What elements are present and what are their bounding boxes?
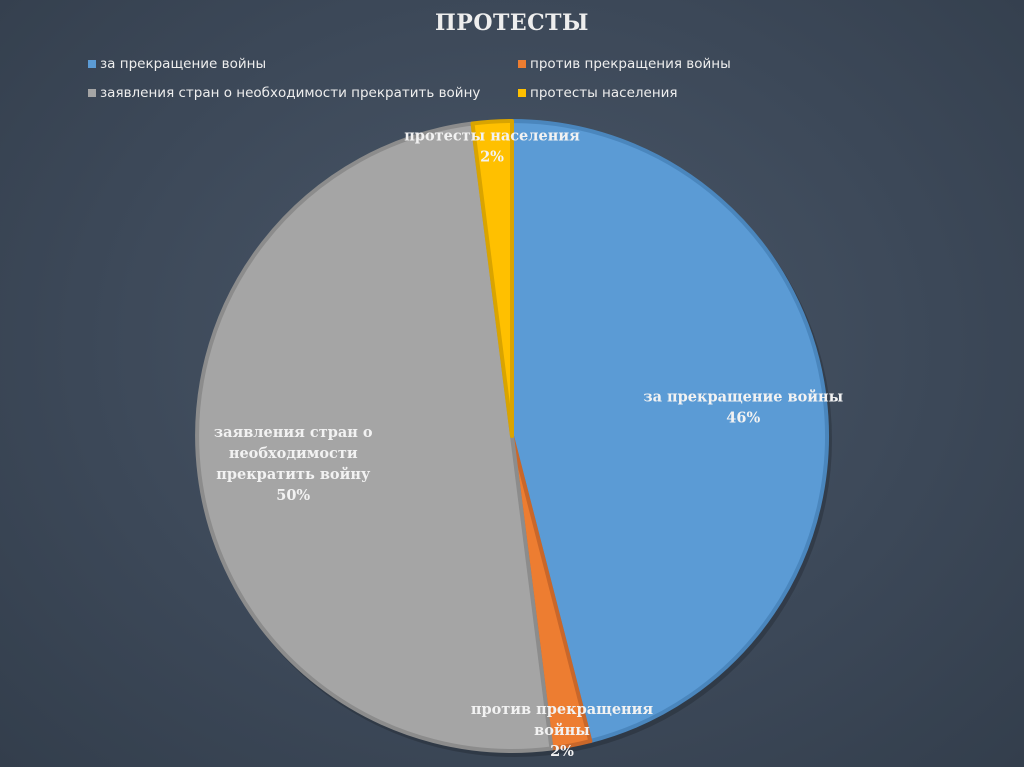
data-label-population-protests: протесты населения 2% <box>404 128 580 166</box>
pie-slice-population-protests <box>470 119 514 438</box>
legend-swatch-population-protests <box>518 89 526 97</box>
legend-item-country-statements: заявления стран о необходимости прекрати… <box>88 85 480 101</box>
legend-label-country-statements: заявления стран о необходимости прекрати… <box>100 85 481 101</box>
pie-slice-ceasefire <box>510 119 829 744</box>
slice-label-country-statements: заявления стран о <box>214 424 373 441</box>
chart-title: ПРОТЕСТЫ <box>435 10 589 36</box>
data-label-ceasefire: за прекращение войны 46% <box>643 388 843 426</box>
data-label-against-ceasefire: против прекращения войны 2% <box>471 701 654 760</box>
legend-item-against-ceasefire: против прекращения войны <box>518 56 731 72</box>
slice-label-ceasefire: за прекращение войны <box>643 388 843 405</box>
value-label-country-statements: 50% <box>276 487 310 504</box>
pie-slice-country-statements <box>195 121 554 753</box>
slice-label-population-protests: протесты населения <box>404 128 580 145</box>
legend-label-ceasefire: за прекращение войны <box>100 56 267 72</box>
legend-label-population-protests: протесты населения <box>530 85 678 101</box>
data-label-country-statements: заявления стран о необходимости прекратить… <box>214 424 373 504</box>
legend-swatch-country-statements <box>88 89 96 97</box>
slice-label-against-ceasefire: против прекращения <box>471 701 654 718</box>
legend-item-population-protests: протесты населения <box>518 85 678 101</box>
legend-swatch-against-ceasefire <box>518 60 526 68</box>
value-label-population-protests: 2% <box>480 149 504 166</box>
legend-item-ceasefire: за прекращение войны <box>88 56 266 72</box>
value-label-against-ceasefire: 2% <box>550 743 574 760</box>
slice-label-country-statements: необходимости <box>229 445 358 462</box>
legend-swatch-ceasefire <box>88 60 96 68</box>
value-label-ceasefire: 46% <box>726 409 760 426</box>
slice-label-country-statements: прекратить войну <box>216 466 371 483</box>
legend-label-against-ceasefire: против прекращения войны <box>530 56 731 72</box>
slice-label-against-ceasefire: войны <box>534 722 590 739</box>
